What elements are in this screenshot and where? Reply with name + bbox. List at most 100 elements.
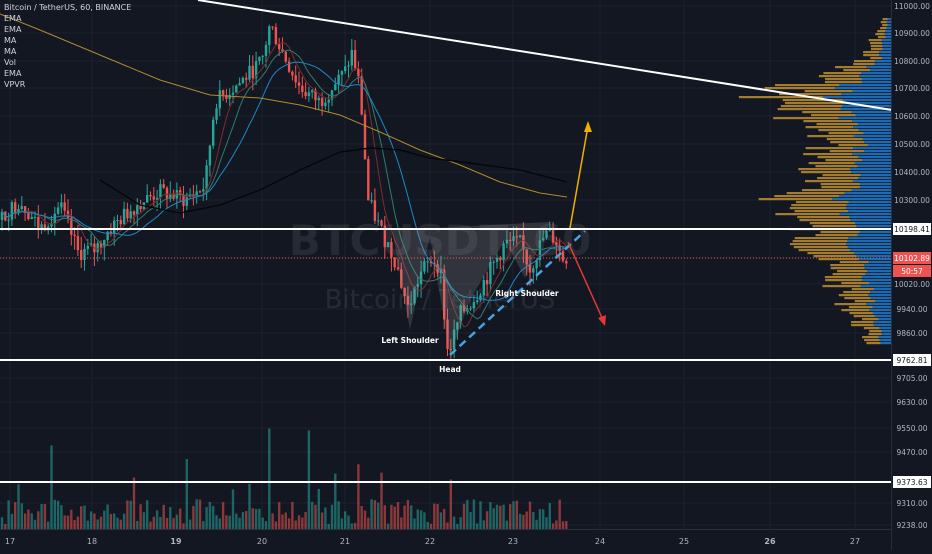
volume-bar: [370, 499, 373, 530]
volume-bar: [518, 513, 522, 530]
time-tick-label: 18: [87, 537, 97, 546]
vp-bar-buy: [841, 93, 892, 96]
vp-bar-buy: [846, 243, 892, 246]
price-tick-label: 9860.00: [896, 329, 927, 338]
vp-bar-sell: [817, 177, 859, 180]
vp-bar-sell: [802, 111, 852, 114]
price-tick-label: 10800.00: [894, 57, 930, 66]
price-tick-label: 10900.00: [894, 29, 930, 38]
volume-bar: [314, 504, 317, 530]
candle: [350, 39, 353, 71]
candle: [324, 97, 327, 110]
candle-body: [413, 286, 416, 304]
volume-bar: [17, 484, 20, 530]
price-tick-label: 10400.00: [894, 168, 930, 177]
candle: [363, 109, 367, 161]
vp-bar-buy: [861, 78, 892, 81]
vp-bar-sell: [801, 171, 852, 174]
candle: [278, 37, 281, 57]
vp-bar-buy: [858, 258, 892, 261]
vp-bar-sell: [822, 285, 861, 288]
indicator-ema-2[interactable]: EMA: [4, 25, 22, 34]
candle: [558, 238, 561, 262]
vp-bar-buy: [854, 162, 892, 165]
volume-bar: [548, 502, 551, 530]
volume-bar: [113, 513, 116, 530]
volume-bar: [80, 506, 83, 530]
price-axis[interactable]: [891, 0, 932, 550]
vp-bar-sell: [803, 120, 853, 123]
candle-body: [192, 195, 195, 197]
volume-bar: [479, 501, 482, 530]
volume-bar: [205, 507, 208, 530]
candle-body: [284, 51, 287, 62]
vp-bar-buy: [840, 108, 892, 111]
vp-bar-sell: [791, 204, 847, 207]
volume-bar: [129, 500, 132, 530]
vp-bar-buy: [859, 75, 892, 78]
candle-body: [344, 66, 347, 72]
candle-body: [551, 230, 555, 243]
volume-bar: [30, 513, 33, 530]
vp-bar-sell: [805, 147, 854, 150]
volume-bar: [429, 523, 433, 530]
chart-title[interactable]: Bitcoin / TetherUS, 60, BINANCE: [4, 3, 132, 12]
vp-bar-sell: [850, 321, 874, 324]
vp-bar-sell: [839, 261, 869, 264]
candle-body: [565, 261, 568, 264]
candle-body: [7, 219, 10, 221]
vp-bar-buy: [881, 333, 892, 336]
indicator-ma-1[interactable]: MA: [4, 36, 17, 45]
volume-bar: [327, 523, 330, 530]
vp-bar-sell: [870, 42, 883, 45]
candle-body: [271, 26, 274, 28]
candle-body: [429, 261, 433, 264]
candle: [459, 303, 462, 329]
indicator-ema-1[interactable]: EMA: [4, 14, 22, 23]
candle: [261, 55, 264, 65]
volume-bar: [324, 507, 327, 530]
price-tick-label: 10020.00: [894, 280, 930, 289]
volume-bar: [139, 504, 142, 530]
candle: [53, 206, 56, 236]
vp-bar-buy: [848, 237, 892, 240]
volume-bar: [334, 473, 337, 530]
volume-bar: [47, 521, 50, 530]
indicator-vol[interactable]: Vol: [4, 58, 16, 67]
vp-bar-sell: [828, 132, 864, 135]
vp-bar-buy: [881, 330, 892, 333]
vp-bar-buy: [863, 150, 892, 153]
candle: [281, 37, 284, 53]
volume-bar: [433, 503, 436, 530]
pattern-shading: [392, 222, 550, 355]
volume-bar: [40, 503, 43, 530]
volume-bar: [525, 511, 528, 530]
candle: [73, 227, 76, 250]
vp-bar-buy: [848, 201, 892, 204]
vp-bar-sell: [853, 315, 875, 318]
vp-bar-sell: [807, 135, 854, 138]
vp-bar-buy: [882, 48, 892, 51]
vp-bar-buy: [855, 114, 892, 117]
candle-body: [126, 208, 129, 219]
candle-body: [119, 219, 122, 225]
candle-body: [367, 158, 370, 201]
indicator-ma-2[interactable]: MA: [4, 47, 17, 56]
candle: [294, 65, 297, 88]
price-tick-label: 10600.00: [894, 112, 930, 121]
price-tick-label: 9705.00: [896, 374, 927, 383]
candle: [472, 295, 476, 313]
volume-bar: [416, 509, 419, 530]
indicator-vpvr[interactable]: VPVR: [4, 80, 26, 89]
time-axis[interactable]: [0, 529, 892, 550]
price-tick-label: 10198.41: [894, 225, 930, 234]
vp-bar-buy: [872, 312, 892, 315]
candle: [192, 185, 195, 206]
candle-body: [416, 284, 419, 287]
vp-bar-sell: [810, 114, 856, 117]
candle-body: [449, 349, 452, 351]
candle-body: [215, 108, 218, 120]
indicator-ema-3[interactable]: EMA: [4, 69, 22, 78]
